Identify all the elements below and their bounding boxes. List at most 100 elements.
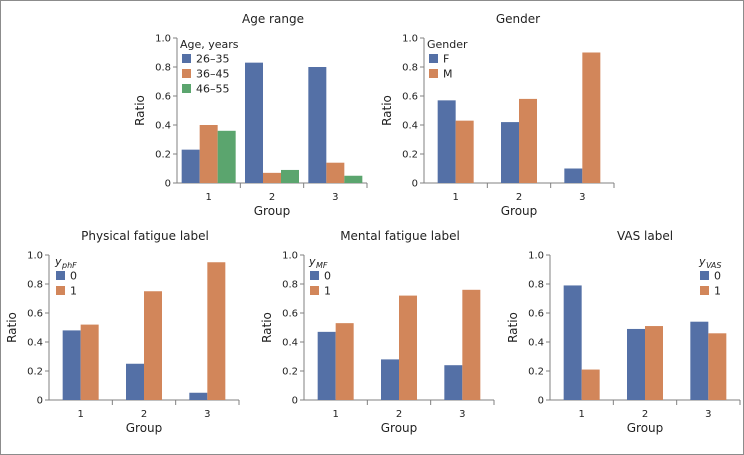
- legend-swatch-1: [182, 69, 191, 78]
- legend-swatch-1: [56, 286, 65, 295]
- y-tick-label: 0.6: [402, 92, 418, 103]
- bar-mental-series-0-cat-2: [444, 365, 463, 400]
- legend-title-subscript: MF: [316, 261, 328, 270]
- bar-vas-series-0-cat-0: [563, 285, 582, 400]
- y-tick-label: 0.8: [282, 280, 298, 291]
- chart-age: Age range 0 0.2 0.4 0.6 0.8 1.0 Ratio 1 2 3 Group Ag…: [133, 12, 368, 218]
- y-axis-label: Ratio: [260, 312, 274, 343]
- x-axis-label: Group: [381, 421, 418, 435]
- legend-swatch-0: [310, 271, 319, 280]
- chart-phys: Physical fatigue label 0 0.2 0.4 0.6 0.8 1.0 Ra…: [5, 229, 240, 435]
- bar-gender-series-0-cat-2: [564, 168, 583, 183]
- bar-gender-series-1-cat-0: [455, 120, 474, 183]
- y-tick-label: 0.4: [155, 121, 171, 132]
- bar-gender-series-0-cat-0: [437, 100, 456, 183]
- y-tick-label: 1.0: [282, 251, 298, 262]
- y-axis-label: Ratio: [133, 95, 147, 126]
- y-tick-label: 0.2: [155, 150, 171, 161]
- y-tick-label: 0: [165, 179, 171, 190]
- y-tick-label: 0: [412, 179, 418, 190]
- legend-title: Gender: [427, 38, 468, 51]
- legend-title: y: [698, 255, 706, 268]
- x-tick-label: 1: [205, 192, 211, 203]
- x-tick-label: 3: [204, 409, 210, 420]
- y-tick-label: 0.4: [402, 121, 418, 132]
- x-tick-label: 1: [578, 409, 584, 420]
- legend-swatch-1: [429, 69, 438, 78]
- chart-gender: Gender 0 0.2 0.4 0.6 0.8 1.0 Ratio 1 2 3 Group Gende…: [380, 12, 615, 218]
- legend-label-0: 0: [324, 270, 331, 283]
- legend-swatch-0: [56, 271, 65, 280]
- bar-phys-series-1-cat-2: [207, 262, 226, 400]
- y-tick-label: 0.6: [155, 92, 171, 103]
- x-tick-label: 1: [452, 192, 458, 203]
- bar-age-series-1-cat-1: [263, 172, 281, 183]
- x-tick-label: 2: [269, 192, 275, 203]
- bar-phys-series-1-cat-1: [144, 291, 162, 400]
- chart-mental: Mental fatigue label 0 0.2 0.4 0.6 0.8 1.0 Rati…: [260, 229, 495, 435]
- bar-vas-series-1-cat-1: [645, 326, 663, 400]
- x-tick-label: 1: [332, 409, 338, 420]
- y-tick-label: 0.4: [27, 338, 43, 349]
- x-axis-label: Group: [126, 421, 163, 435]
- bar-phys-series-1-cat-0: [80, 324, 99, 400]
- x-tick-label: 2: [396, 409, 402, 420]
- legend-label-0: 26–35: [196, 53, 230, 66]
- legend: Age, years 26–35 36–45 46–55: [180, 38, 239, 96]
- chart-title: Mental fatigue label: [340, 229, 460, 243]
- legend: Gender FM: [427, 38, 468, 81]
- bar-mental-series-0-cat-1: [381, 359, 399, 400]
- y-tick-label: 0.2: [528, 367, 544, 378]
- x-tick-label: 1: [77, 409, 83, 420]
- chart-vas: VAS label 0 0.2 0.4 0.6 0.8 1.0 Ratio 1 2 3 Group y V…: [506, 229, 741, 435]
- x-tick-label: 3: [579, 192, 585, 203]
- y-tick-label: 0.6: [528, 309, 544, 320]
- bar-age-series-2-cat-0: [217, 130, 236, 183]
- y-axis-label: Ratio: [5, 312, 19, 343]
- y-axis-label: Ratio: [506, 312, 520, 343]
- bar-mental-series-1-cat-2: [462, 289, 481, 400]
- chart-title: Gender: [496, 12, 540, 26]
- y-tick-label: 0.8: [402, 63, 418, 74]
- x-tick-label: 3: [459, 409, 465, 420]
- y-tick-label: 0.4: [528, 338, 544, 349]
- bar-age-series-0-cat-1: [245, 62, 263, 183]
- x-axis-label: Group: [254, 204, 291, 218]
- x-tick-label: 2: [516, 192, 522, 203]
- legend-title-subscript: phF: [61, 261, 77, 270]
- bar-age-series-2-cat-1: [281, 169, 299, 183]
- y-tick-label: 0.4: [282, 338, 298, 349]
- legend-label-1: M: [443, 68, 453, 81]
- bar-vas-series-1-cat-2: [708, 333, 727, 400]
- bar-mental-series-1-cat-0: [335, 323, 354, 400]
- legend-title: y: [308, 255, 316, 268]
- bar-phys-series-0-cat-1: [126, 363, 144, 400]
- bar-phys-series-0-cat-0: [62, 330, 81, 400]
- y-tick-label: 1.0: [402, 34, 418, 45]
- legend-label-0: 0: [714, 270, 721, 283]
- y-tick-label: 0.6: [27, 309, 43, 320]
- bar-age-series-0-cat-0: [181, 149, 200, 183]
- bar-mental-series-0-cat-0: [317, 331, 336, 400]
- y-tick-label: 0.2: [27, 367, 43, 378]
- legend-label-1: 1: [324, 285, 331, 298]
- bar-mental-series-1-cat-1: [399, 295, 417, 400]
- y-tick-label: 0.8: [155, 63, 171, 74]
- y-tick-label: 0.2: [282, 367, 298, 378]
- legend-title: Age, years: [180, 38, 239, 51]
- y-tick-label: 0: [292, 396, 298, 407]
- bar-vas-series-0-cat-2: [690, 321, 709, 400]
- y-tick-label: 1.0: [528, 251, 544, 262]
- y-tick-label: 0.8: [528, 280, 544, 291]
- chart-title: Physical fatigue label: [81, 229, 209, 243]
- legend-swatch-1: [700, 286, 709, 295]
- legend-label-1: 1: [70, 285, 77, 298]
- bar-gender-series-0-cat-1: [501, 122, 519, 183]
- chart-title: VAS label: [617, 229, 673, 243]
- bar-gender-series-1-cat-1: [519, 98, 537, 183]
- legend-label-1: 1: [714, 285, 721, 298]
- y-tick-label: 1.0: [27, 251, 43, 262]
